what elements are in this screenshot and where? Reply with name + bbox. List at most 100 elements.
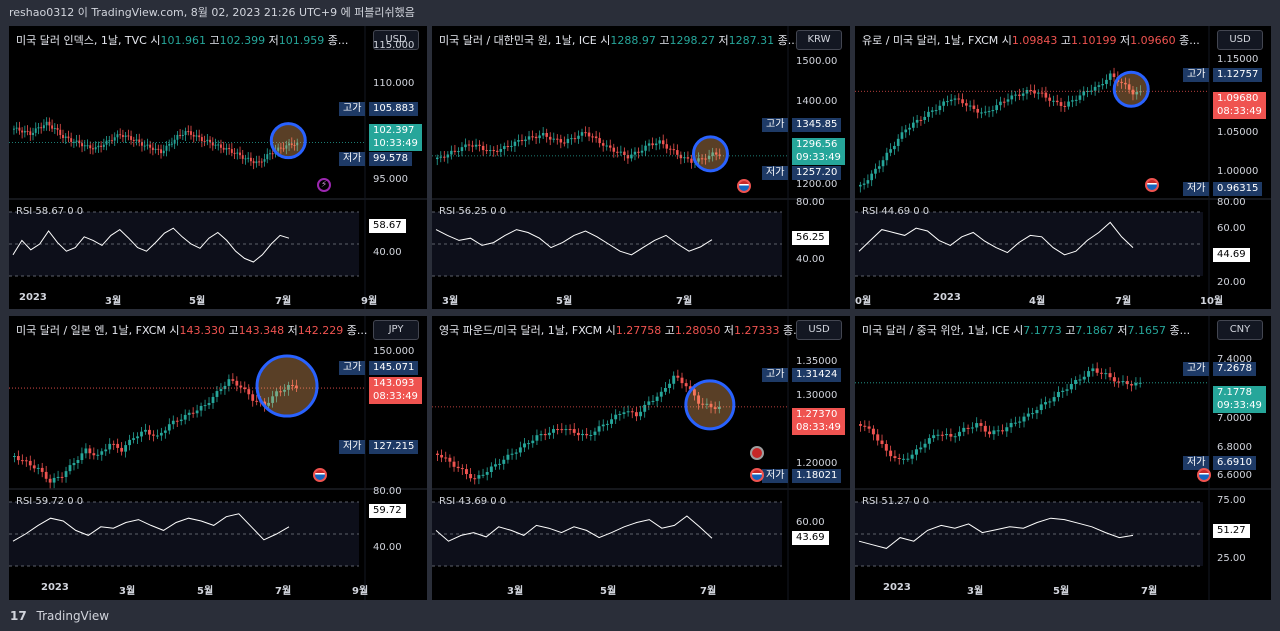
candle-body [976,108,980,113]
chart-panel-usdcny[interactable]: 미국 달러 / 중국 위안, 1날, ICE 시7.1773 고7.1867 저… [855,316,1271,600]
candle-body [885,152,889,161]
candle-body [654,143,658,146]
candle-body [179,134,182,136]
candle-body [1002,101,1006,103]
candle-body [919,119,923,121]
candle-body [60,476,64,478]
candle-body [709,403,713,408]
low-label: 저가 [762,469,789,483]
candle-body [247,157,250,159]
chart-panel-dxy[interactable]: 미국 달러 인덱스, 1날, TVC 시101.961 고102.399 저10… [9,26,427,309]
candle-body [573,138,577,140]
rsi-label: RSI 56.25 0 0 [439,206,507,217]
ohlc-value: 1.27333 [734,324,780,337]
candle-body [697,395,701,404]
ohlc-key: 고 [661,324,675,337]
candle-body [988,431,992,435]
candle-body [499,149,503,152]
currency-button[interactable]: USD [796,320,842,340]
candle-body [1055,100,1059,103]
candle-body [191,412,195,414]
candle-body [72,141,75,143]
candle-body [1044,402,1048,405]
price-tick: 115.000 [373,40,415,51]
candle-body [1104,373,1108,375]
candle-body [24,460,28,462]
us-flag-icon[interactable] [750,468,764,482]
candle-body [168,143,171,146]
uk-flag-icon[interactable] [750,446,764,460]
candle-body [258,161,261,163]
candle-body [548,136,552,140]
us-flag-icon[interactable] [313,468,327,482]
candle-body [680,377,684,384]
candle-body [104,449,108,452]
us-flag-icon[interactable] [1145,178,1159,192]
candle-body [488,150,492,152]
time-tick: 7월 [1141,586,1158,597]
candle-body [683,157,686,159]
candle-body [972,105,976,109]
price-tick: 1.15000 [1217,54,1259,65]
candle-body [290,143,293,145]
low-label: 저가 [339,152,366,166]
candle-body [271,153,274,155]
candle-body [231,379,235,381]
candle-body [183,414,187,420]
us-flag-icon[interactable] [1197,468,1211,482]
candle-body [151,147,154,151]
chart-panel-eurusd[interactable]: 유로 / 미국 달러, 1날, FXCM 시1.09843 고1.10199 저… [855,26,1271,309]
currency-button[interactable]: USD [1217,30,1263,50]
ohlc-key: 종... [1175,34,1200,47]
us-flag-icon[interactable] [737,179,751,193]
currency-button[interactable]: JPY [373,320,419,340]
candle-body [957,98,961,100]
candle-body [560,429,564,431]
candle-body [275,391,278,397]
candle-body [474,144,478,147]
candle-body [1135,91,1139,95]
chart-panel-usdkrw[interactable]: 미국 달러 / 대한민국 원, 1날, ICE 시1288.97 고1298.2… [432,26,850,309]
time-tick: 7월 [275,586,292,597]
candle-body [452,461,456,467]
currency-button[interactable]: KRW [796,30,842,50]
currency-button[interactable]: CNY [1217,320,1263,340]
candle-body [866,180,870,184]
candle-body [1112,73,1116,78]
candle-body [108,443,112,450]
candle-body [1044,92,1048,98]
time-tick: 5월 [197,586,214,597]
candle-body [165,145,168,151]
candle-body [111,140,113,142]
bolt-icon[interactable]: ⚡ [317,178,331,192]
candle-body [1056,391,1060,398]
candle-body [619,151,623,153]
chart-panel-usdjpy[interactable]: 미국 달러 / 일본 엔, 1날, FXCM 시143.330 고143.348… [9,316,427,600]
rsi-tick: 80.00 [1217,197,1246,208]
candle-body [102,144,105,147]
highlight-circle [255,354,319,418]
last-price-tag: 7.1778 09:33:49 [1213,386,1266,413]
candle-body [1078,379,1082,381]
currency-button[interactable]: USD [373,30,419,50]
candle-body [162,150,165,154]
candle-body [56,476,60,478]
candle-body [871,428,875,435]
candle-body [1006,99,1010,102]
chart-panel-gbpusd[interactable]: 영국 파운드/미국 달러, 1날, FXCM 시1.27758 고1.28050… [432,316,850,600]
candle-body [610,419,613,424]
candle-body [100,451,104,455]
candle-body [585,433,589,436]
price-tick: 110.000 [373,78,415,89]
candle-body [1033,90,1036,94]
candle-body [1078,95,1082,100]
candle-body [623,151,626,156]
candle-body [514,452,518,454]
candle-body [1013,422,1017,424]
candle-body [591,136,594,138]
candle-body [239,152,241,156]
ohlc-key: 고 [655,34,670,47]
candle-body [199,405,203,411]
candle-body [51,125,54,129]
price-tick: 150.000 [373,346,415,357]
